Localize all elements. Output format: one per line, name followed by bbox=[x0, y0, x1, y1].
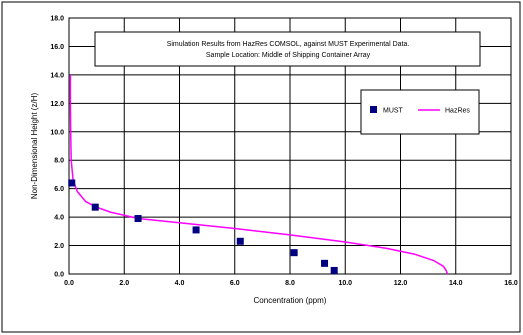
legend: MUST HazRes bbox=[360, 89, 480, 135]
y-tick-label: 18.0 bbox=[50, 16, 64, 23]
data-point-must bbox=[91, 203, 99, 211]
x-tick-label: 16.0 bbox=[504, 280, 518, 287]
x-tick-label: 10.0 bbox=[338, 280, 352, 287]
series-line-hazres bbox=[69, 74, 449, 275]
x-tick-label: 4.0 bbox=[175, 280, 185, 287]
data-point-must bbox=[321, 259, 329, 267]
data-point-must bbox=[68, 179, 76, 187]
x-axis-title: Concentration (ppm) bbox=[254, 296, 327, 305]
y-tick-label: 14.0 bbox=[50, 72, 64, 79]
title-box: Simulation Results from HazRes COMSOL, a… bbox=[94, 31, 481, 67]
data-point-must bbox=[134, 215, 142, 223]
y-tick-label: 12.0 bbox=[50, 101, 64, 108]
y-tick-label: 2.0 bbox=[54, 243, 64, 250]
y-tick-label: 6.0 bbox=[54, 186, 64, 193]
y-tick-label: 4.0 bbox=[54, 215, 64, 222]
legend-label-hazres: HazRes bbox=[445, 108, 470, 115]
legend-label-must: MUST bbox=[383, 108, 404, 115]
chart-title-line-2: Sample Location: Middle of Shipping Cont… bbox=[206, 52, 371, 59]
data-point-must bbox=[290, 249, 298, 257]
data-point-must bbox=[192, 226, 200, 234]
chart-title-line-1: Simulation Results from HazRes COMSOL, a… bbox=[167, 41, 410, 48]
data-point-must bbox=[330, 266, 338, 274]
y-axis-title: Non-Dimensional Height (z/H) bbox=[30, 93, 39, 200]
title-box-frame bbox=[94, 31, 481, 67]
y-tick-label: 8.0 bbox=[54, 158, 64, 165]
x-tick-label: 0.0 bbox=[64, 280, 74, 287]
y-tick-label: 16.0 bbox=[50, 44, 64, 51]
x-tick-label: 6.0 bbox=[230, 280, 240, 287]
x-tick-label: 12.0 bbox=[394, 280, 408, 287]
x-tick-label: 8.0 bbox=[285, 280, 295, 287]
series-layer bbox=[68, 74, 449, 275]
data-point-must bbox=[236, 237, 244, 245]
x-tick-label: 2.0 bbox=[119, 280, 129, 287]
y-tick-label: 10.0 bbox=[50, 129, 64, 136]
legend-frame bbox=[360, 89, 480, 135]
y-tick-label: 0.0 bbox=[54, 272, 64, 279]
tick-labels: 0.0 2.0 4.0 6.0 8.0 10.0 12.0 14.0 16.0 0.0 2.0 4.0… bbox=[50, 16, 518, 288]
legend-marker-must bbox=[370, 106, 377, 113]
x-tick-label: 14.0 bbox=[449, 280, 463, 287]
